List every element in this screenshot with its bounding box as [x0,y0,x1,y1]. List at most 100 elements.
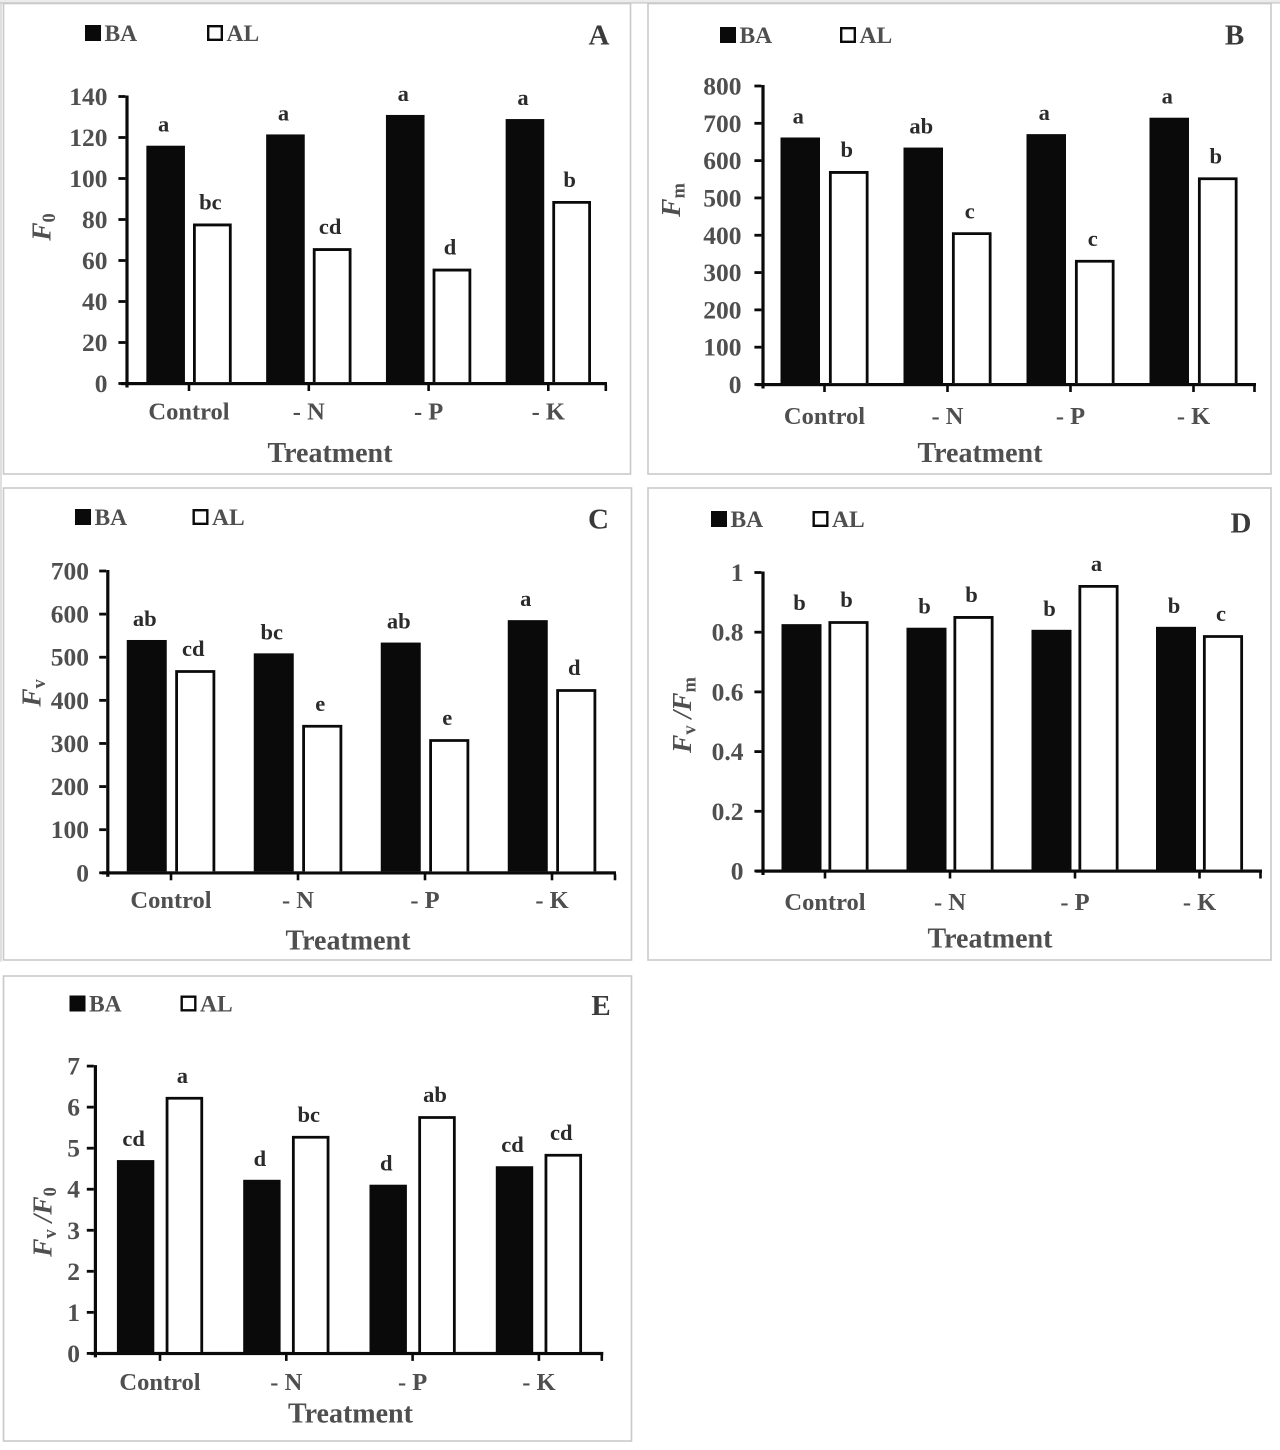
svg-text:b: b [1209,143,1222,168]
svg-text:Treatment: Treatment [918,438,1044,469]
svg-text:0: 0 [76,858,89,887]
svg-text:- P: - P [414,399,443,426]
svg-text:a: a [278,100,289,125]
svg-text:- N: - N [282,887,314,914]
svg-text:b: b [840,587,853,612]
svg-text:7: 7 [67,1052,80,1081]
svg-text:AL: AL [227,21,260,47]
svg-text:0.2: 0.2 [712,797,744,826]
svg-text:500: 500 [703,183,741,212]
svg-text:- N: - N [270,1369,302,1396]
svg-text:cd: cd [501,1132,524,1157]
svg-text:c: c [1216,601,1226,626]
svg-text:AL: AL [200,992,233,1018]
svg-text:0: 0 [67,1339,80,1368]
svg-text:- P: - P [1060,889,1089,916]
svg-text:D: D [1231,508,1252,540]
svg-text:a: a [520,586,531,611]
svg-text:a: a [1039,100,1050,125]
svg-text:700: 700 [51,557,89,586]
svg-text:Control: Control [119,1369,200,1396]
svg-text:Fv: Fv [16,678,51,707]
svg-text:100: 100 [703,333,741,362]
svg-text:5: 5 [67,1134,80,1163]
svg-text:cd: cd [122,1126,145,1151]
svg-text:d: d [254,1146,267,1171]
svg-text:c: c [965,198,975,223]
svg-text:e: e [315,691,325,716]
svg-text:cd: cd [319,214,342,239]
svg-text:700: 700 [703,109,741,138]
svg-text:E: E [591,990,610,1022]
svg-text:Control: Control [784,403,865,430]
svg-text:Treatment: Treatment [928,924,1054,955]
svg-text:a: a [1162,84,1173,109]
svg-text:- K: - K [1177,403,1210,430]
svg-text:bc: bc [297,1102,320,1127]
svg-text:- K: - K [1183,889,1216,916]
svg-text:cd: cd [550,1120,573,1145]
svg-text:800: 800 [703,72,741,101]
svg-text:AL: AL [212,505,245,531]
svg-text:a: a [517,85,528,110]
svg-text:2: 2 [67,1257,80,1286]
svg-text:Control: Control [148,399,229,426]
svg-text:ab: ab [909,114,933,139]
svg-text:a: a [793,103,804,128]
svg-text:ab: ab [423,1082,447,1107]
svg-text:e: e [442,705,452,730]
svg-text:600: 600 [703,146,741,175]
svg-text:b: b [1043,596,1056,621]
svg-text:Fv /Fm: Fv /Fm [666,676,701,753]
svg-text:Treatment: Treatment [288,1399,414,1430]
svg-text:- P: - P [410,887,439,914]
svg-text:300: 300 [51,729,89,758]
svg-text:1: 1 [67,1298,80,1327]
svg-text:- N: - N [293,399,325,426]
svg-text:b: b [563,167,576,192]
svg-text:d: d [444,235,457,260]
svg-text:0.6: 0.6 [712,677,744,706]
svg-text:cd: cd [182,636,205,661]
svg-text:400: 400 [703,221,741,250]
svg-text:Fm: Fm [655,183,690,218]
svg-text:d: d [568,655,581,680]
svg-text:- N: - N [932,403,964,430]
svg-text:BA: BA [731,507,764,533]
svg-text:AL: AL [832,507,865,533]
svg-text:200: 200 [703,295,741,324]
svg-text:a: a [398,81,409,106]
svg-text:b: b [1168,593,1181,618]
svg-text:BA: BA [105,21,138,47]
svg-text:- K: - K [532,399,565,426]
svg-text:80: 80 [82,205,108,234]
svg-text:BA: BA [89,992,122,1018]
svg-text:bc: bc [199,190,222,215]
svg-text:- P: - P [1056,403,1085,430]
svg-text:6: 6 [67,1093,80,1122]
svg-text:a: a [177,1063,188,1088]
svg-text:a: a [1091,551,1102,576]
svg-text:140: 140 [69,82,107,111]
svg-text:3: 3 [67,1216,80,1245]
svg-text:100: 100 [51,815,89,844]
svg-text:1: 1 [731,558,744,587]
svg-text:Control: Control [130,887,211,914]
svg-text:b: b [965,582,978,607]
svg-text:Treatment: Treatment [268,438,394,469]
svg-text:600: 600 [51,600,89,629]
svg-text:0.4: 0.4 [712,737,744,766]
svg-text:0.8: 0.8 [712,618,744,647]
svg-text:Fv /F0: Fv /F0 [27,1187,62,1258]
svg-text:0: 0 [729,370,742,399]
svg-text:BA: BA [95,505,128,531]
svg-text:ab: ab [387,609,411,634]
svg-text:120: 120 [69,123,107,152]
svg-text:0: 0 [731,857,744,886]
svg-text:100: 100 [69,164,107,193]
svg-text:b: b [918,594,931,619]
svg-text:500: 500 [51,643,89,672]
svg-text:d: d [380,1151,393,1176]
svg-text:- P: - P [398,1369,427,1396]
svg-text:400: 400 [51,686,89,715]
